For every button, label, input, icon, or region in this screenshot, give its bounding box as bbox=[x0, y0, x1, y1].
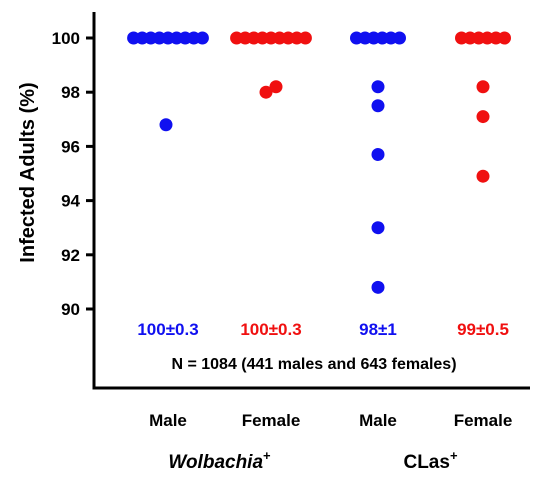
data-point bbox=[371, 280, 385, 294]
x-tick-labels: Male Female Male Female bbox=[149, 411, 512, 430]
x-tick-label: Male bbox=[149, 411, 187, 430]
y-tick-label: 96 bbox=[61, 137, 80, 156]
data-point bbox=[259, 85, 273, 99]
data-point bbox=[371, 80, 385, 94]
data-point bbox=[269, 80, 283, 94]
data-point bbox=[393, 31, 406, 45]
data-point bbox=[371, 221, 385, 235]
data-point bbox=[371, 148, 385, 162]
group-label: Wolbachia+ bbox=[168, 448, 271, 473]
y-ticks: 90 92 94 96 98 100 bbox=[52, 29, 94, 319]
x-tick-label: Female bbox=[242, 411, 301, 430]
data-point bbox=[498, 31, 511, 45]
summary-label: 98±1 bbox=[359, 320, 397, 339]
group-labels: Wolbachia+ CLas+ bbox=[168, 448, 458, 473]
group-label: CLas+ bbox=[403, 448, 457, 473]
y-tick-label: 90 bbox=[61, 300, 80, 319]
summary-label: 99±0.5 bbox=[457, 320, 509, 339]
data-point bbox=[159, 118, 173, 132]
x-tick-label: Male bbox=[359, 411, 397, 430]
summary-label: 100±0.3 bbox=[137, 320, 198, 339]
summary-labels: 100±0.3 100±0.3 98±1 99±0.5 bbox=[137, 320, 509, 339]
data-point bbox=[476, 169, 490, 183]
data-point bbox=[476, 110, 490, 124]
data-point bbox=[371, 99, 385, 113]
data-point bbox=[476, 80, 490, 94]
y-tick-label: 92 bbox=[61, 246, 80, 265]
y-tick-label: 98 bbox=[61, 83, 80, 102]
y-tick-label: 94 bbox=[61, 192, 80, 211]
sample-size-note: N = 1084 (441 males and 643 females) bbox=[171, 356, 456, 373]
data-points bbox=[127, 31, 511, 294]
data-point bbox=[195, 31, 209, 45]
y-tick-label: 100 bbox=[52, 29, 80, 48]
x-tick-label: Female bbox=[454, 411, 513, 430]
y-axis-label: Infected Adults (%) bbox=[17, 82, 39, 262]
data-point bbox=[298, 31, 312, 45]
summary-label: 100±0.3 bbox=[240, 320, 301, 339]
